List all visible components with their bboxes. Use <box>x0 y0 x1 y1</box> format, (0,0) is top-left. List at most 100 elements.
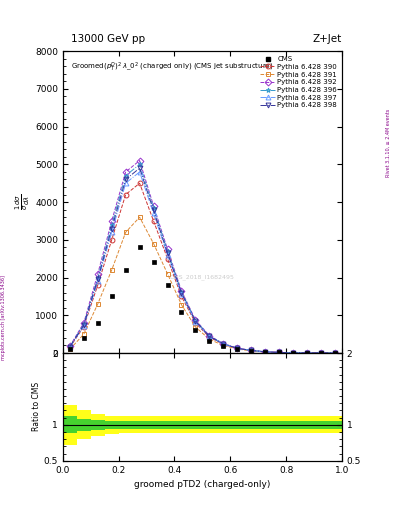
Pythia 6.428 390 <box>123 191 128 198</box>
Pythia 6.428 391 <box>235 346 240 352</box>
Pythia 6.428 392 <box>81 320 86 326</box>
Pythia 6.428 396 <box>249 347 253 353</box>
Pythia 6.428 397 <box>193 318 198 325</box>
Pythia 6.428 396 <box>193 317 198 324</box>
Pythia 6.428 398 <box>319 350 323 356</box>
Pythia 6.428 398 <box>207 333 212 339</box>
Y-axis label: $\frac{1}{\sigma}\frac{d\sigma}{d\lambda}$: $\frac{1}{\sigma}\frac{d\sigma}{d\lambda… <box>14 194 32 210</box>
Pythia 6.428 398 <box>95 276 100 283</box>
Line: Pythia 6.428 392: Pythia 6.428 392 <box>68 158 337 355</box>
Pythia 6.428 397 <box>109 229 114 236</box>
Pythia 6.428 392 <box>151 203 156 209</box>
Pythia 6.428 390 <box>68 344 72 350</box>
Pythia 6.428 397 <box>151 210 156 217</box>
Pythia 6.428 397 <box>291 350 296 356</box>
Pythia 6.428 397 <box>137 169 142 175</box>
Pythia 6.428 397 <box>207 333 212 339</box>
Line: Pythia 6.428 390: Pythia 6.428 390 <box>68 181 337 355</box>
Pythia 6.428 390 <box>165 255 170 262</box>
Pythia 6.428 392 <box>332 350 337 356</box>
Pythia 6.428 396 <box>221 340 226 347</box>
Pythia 6.428 390 <box>291 350 296 356</box>
Pythia 6.428 392 <box>305 350 309 356</box>
Line: Pythia 6.428 398: Pythia 6.428 398 <box>68 166 337 355</box>
Pythia 6.428 398 <box>151 207 156 214</box>
Pythia 6.428 398 <box>221 341 226 347</box>
Text: Groomed$(p_T^D)^2\,\lambda\_0^2$ (charged only) (CMS jet substructure): Groomed$(p_T^D)^2\,\lambda\_0^2$ (charge… <box>71 60 274 74</box>
Pythia 6.428 391 <box>291 350 296 356</box>
Pythia 6.428 397 <box>123 180 128 186</box>
Line: Pythia 6.428 391: Pythia 6.428 391 <box>68 215 337 355</box>
Pythia 6.428 396 <box>109 222 114 228</box>
Pythia 6.428 390 <box>179 293 184 300</box>
Pythia 6.428 396 <box>332 350 337 356</box>
Pythia 6.428 397 <box>319 350 323 356</box>
Pythia 6.428 392 <box>319 350 323 356</box>
Pythia 6.428 397 <box>221 341 226 347</box>
Pythia 6.428 398 <box>277 349 281 355</box>
Pythia 6.428 398 <box>179 290 184 296</box>
Pythia 6.428 392 <box>263 349 268 355</box>
Pythia 6.428 397 <box>179 291 184 297</box>
Pythia 6.428 391 <box>263 349 268 355</box>
Pythia 6.428 390 <box>109 237 114 243</box>
Pythia 6.428 396 <box>305 350 309 356</box>
Pythia 6.428 397 <box>305 350 309 356</box>
Pythia 6.428 392 <box>137 158 142 164</box>
Pythia 6.428 398 <box>109 225 114 231</box>
Pythia 6.428 391 <box>179 302 184 308</box>
Pythia 6.428 391 <box>193 324 198 330</box>
Pythia 6.428 391 <box>332 350 337 356</box>
Pythia 6.428 396 <box>151 205 156 211</box>
Pythia 6.428 391 <box>249 348 253 354</box>
Pythia 6.428 398 <box>165 250 170 256</box>
Pythia 6.428 397 <box>235 345 240 351</box>
Pythia 6.428 396 <box>179 289 184 295</box>
Pythia 6.428 396 <box>319 350 323 356</box>
Pythia 6.428 397 <box>81 323 86 329</box>
Pythia 6.428 391 <box>95 301 100 307</box>
Pythia 6.428 391 <box>319 350 323 356</box>
Pythia 6.428 392 <box>249 347 253 353</box>
X-axis label: groomed pTD2 (charged-only): groomed pTD2 (charged-only) <box>134 480 271 489</box>
Pythia 6.428 398 <box>235 345 240 351</box>
Pythia 6.428 397 <box>68 344 72 350</box>
Text: mcplots.cern.ch [arXiv:1306.3436]: mcplots.cern.ch [arXiv:1306.3436] <box>1 275 6 360</box>
Pythia 6.428 396 <box>235 345 240 351</box>
Text: Z+Jet: Z+Jet <box>313 33 342 44</box>
Pythia 6.428 392 <box>235 345 240 351</box>
Pythia 6.428 390 <box>95 282 100 288</box>
Pythia 6.428 396 <box>81 321 86 327</box>
Pythia 6.428 390 <box>193 320 198 326</box>
Pythia 6.428 396 <box>68 344 72 350</box>
Pythia 6.428 390 <box>235 346 240 352</box>
Pythia 6.428 391 <box>305 350 309 356</box>
Pythia 6.428 397 <box>249 348 253 354</box>
Pythia 6.428 390 <box>249 348 253 354</box>
Pythia 6.428 392 <box>221 340 226 347</box>
Pythia 6.428 390 <box>151 218 156 224</box>
Pythia 6.428 398 <box>137 165 142 171</box>
Pythia 6.428 391 <box>81 331 86 337</box>
Text: 13000 GeV pp: 13000 GeV pp <box>71 33 145 44</box>
Pythia 6.428 391 <box>123 229 128 236</box>
Pythia 6.428 397 <box>165 252 170 258</box>
Pythia 6.428 396 <box>123 173 128 179</box>
Pythia 6.428 396 <box>263 349 268 355</box>
Pythia 6.428 398 <box>263 349 268 355</box>
Pythia 6.428 396 <box>277 349 281 355</box>
Pythia 6.428 397 <box>332 350 337 356</box>
Pythia 6.428 390 <box>305 350 309 356</box>
Pythia 6.428 391 <box>207 336 212 343</box>
Text: Rivet 3.1.10, ≥ 2.4M events: Rivet 3.1.10, ≥ 2.4M events <box>386 109 391 178</box>
Pythia 6.428 396 <box>137 161 142 167</box>
Pythia 6.428 398 <box>249 348 253 354</box>
Pythia 6.428 390 <box>221 342 226 348</box>
Pythia 6.428 390 <box>277 349 281 355</box>
Pythia 6.428 390 <box>263 349 268 355</box>
Pythia 6.428 396 <box>207 333 212 339</box>
Text: CMS_2018_I1682495: CMS_2018_I1682495 <box>170 275 235 281</box>
Pythia 6.428 391 <box>68 346 72 352</box>
Pythia 6.428 391 <box>151 241 156 247</box>
Pythia 6.428 398 <box>305 350 309 356</box>
